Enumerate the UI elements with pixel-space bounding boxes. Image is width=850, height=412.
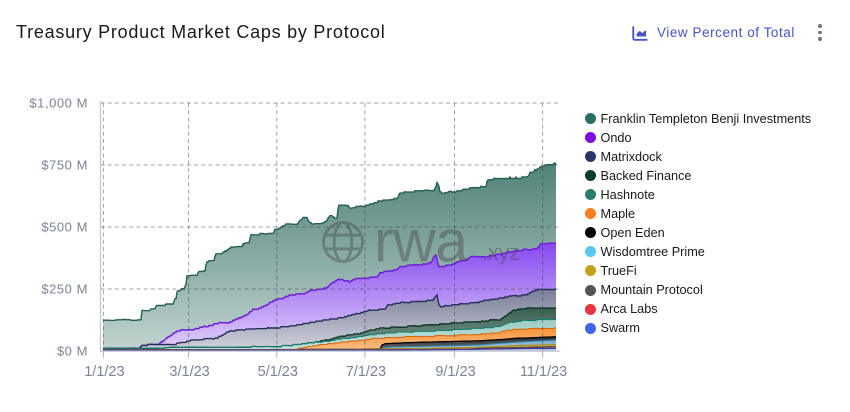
svg-text:9/1/23: 9/1/23	[435, 364, 475, 380]
svg-text:1/1/23: 1/1/23	[84, 364, 124, 380]
svg-text:.xyz: .xyz	[482, 240, 520, 265]
svg-text:5/1/23: 5/1/23	[258, 364, 298, 380]
svg-text:$1,000 M: $1,000 M	[29, 96, 88, 111]
svg-text:$250 M: $250 M	[41, 282, 88, 297]
svg-text:rwa: rwa	[374, 209, 468, 275]
svg-text:3/1/23: 3/1/23	[169, 364, 209, 380]
svg-text:7/1/23: 7/1/23	[346, 364, 386, 380]
svg-text:11/1/23: 11/1/23	[520, 364, 567, 380]
svg-text:$0 M: $0 M	[57, 344, 88, 359]
svg-text:$500 M: $500 M	[41, 220, 88, 235]
svg-text:$750 M: $750 M	[41, 158, 88, 173]
